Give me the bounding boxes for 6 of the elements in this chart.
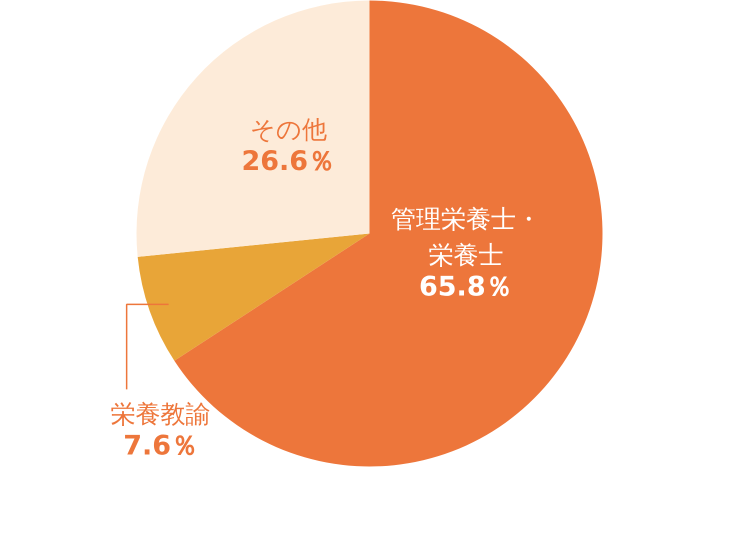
- data-label: 65.8％: [418, 272, 513, 303]
- data-label: 26.6％: [241, 146, 336, 178]
- slice-label: 管理栄養士・栄養士: [390, 204, 541, 270]
- data-label: 7.6％: [123, 430, 198, 462]
- slice-label: 栄養教諭: [110, 399, 211, 428]
- slice-label: その他: [250, 115, 327, 144]
